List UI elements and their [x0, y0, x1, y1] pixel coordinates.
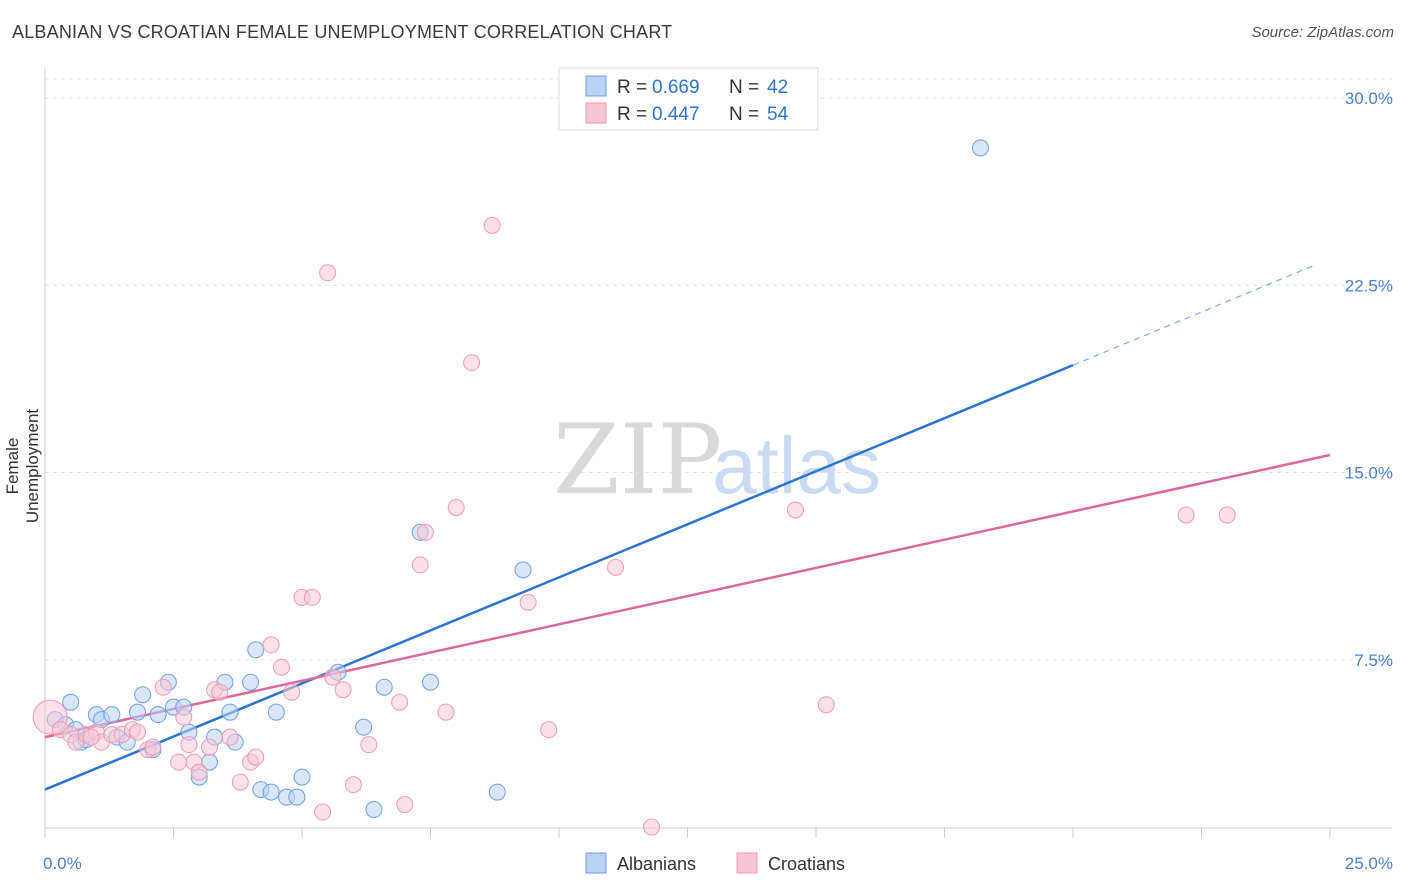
trend-lines: [44, 264, 1331, 791]
legend-r-value-2: 0.447: [652, 104, 700, 125]
point-croatians-49: [817, 696, 835, 714]
legend-swatch-albanians: [585, 75, 607, 97]
point-croatians-51: [1218, 506, 1236, 524]
point-croatians-33: [334, 681, 352, 699]
point-croatians-52: [82, 728, 100, 746]
watermark-zip: ZIP: [553, 404, 722, 516]
point-croatians-37: [396, 796, 414, 814]
y-tick-label-0: 7.5%: [1354, 651, 1393, 670]
point-croatians-26: [272, 658, 290, 676]
point-albanians-25: [242, 673, 260, 691]
point-croatians-46: [607, 558, 625, 576]
point-croatians-39: [416, 523, 434, 541]
series-swatch-albanians: [585, 852, 607, 874]
point-croatians-32: [324, 668, 342, 686]
point-croatians-10: [129, 723, 147, 741]
legend: R = 0.669 N = 42 R = 0.447 N = 54: [558, 67, 819, 131]
point-albanians-11: [129, 703, 147, 721]
legend-n-label-1: N =: [729, 77, 759, 98]
point-albanians-12: [134, 686, 152, 704]
point-croatians-43: [483, 216, 501, 234]
point-croatians-35: [360, 736, 378, 754]
point-croatians-13: [154, 678, 172, 696]
point-croatians-44: [519, 593, 537, 611]
point-croatians-24: [247, 748, 265, 766]
point-albanians-23: [221, 703, 239, 721]
point-croatians-42: [463, 354, 481, 372]
point-albanians-2: [62, 693, 80, 711]
point-croatians-29: [303, 588, 321, 606]
point-croatians-21: [221, 728, 239, 746]
point-croatians-12: [144, 738, 162, 756]
legend-r-label-1: R =: [617, 77, 647, 98]
legend-n-value-1: 42: [767, 77, 788, 98]
point-croatians-31: [319, 264, 337, 282]
legend-swatch-croatians: [585, 102, 607, 124]
point-croatians-30: [314, 803, 332, 821]
y-tick-label-3: 30.0%: [1345, 89, 1393, 108]
point-albanians-31: [288, 788, 306, 806]
series-legend: Albanians Croatians: [585, 852, 845, 874]
point-albanians-34: [355, 718, 373, 736]
trend-extension-albanians: [1072, 264, 1315, 366]
point-albanians-26: [247, 641, 265, 659]
x-tick-label-1: 25.0%: [1345, 854, 1393, 873]
grid-lines: [45, 78, 1392, 661]
point-croatians-27: [283, 683, 301, 701]
series-label-croatians: Croatians: [768, 854, 845, 874]
legend-r-value-1: 0.669: [652, 77, 700, 98]
point-croatians-40: [437, 703, 455, 721]
point-croatians-22: [231, 773, 249, 791]
point-croatians-18: [200, 738, 218, 756]
point-croatians-14: [170, 753, 188, 771]
point-albanians-38: [422, 673, 439, 691]
legend-n-label-2: N =: [729, 104, 759, 125]
point-croatians-53: [180, 736, 198, 754]
data-points: [32, 139, 1236, 836]
point-croatians-50: [1177, 506, 1195, 524]
series-label-albanians: Albanians: [617, 854, 696, 874]
point-albanians-41: [971, 139, 989, 157]
point-albanians-35: [365, 801, 383, 819]
point-croatians-36: [391, 693, 409, 711]
point-albanians-32: [293, 768, 311, 786]
point-albanians-36: [375, 678, 393, 696]
y-tick-label-1: 15.0%: [1345, 464, 1393, 483]
point-croatians-20: [211, 683, 229, 701]
point-croatians-47: [643, 818, 661, 836]
point-albanians-39: [488, 783, 506, 801]
point-croatians-41: [447, 498, 465, 516]
point-albanians-8: [103, 706, 121, 724]
trend-line-croatians: [44, 453, 1331, 739]
point-croatians-45: [540, 721, 558, 739]
point-croatians-38: [411, 556, 429, 574]
point-albanians-40: [514, 561, 532, 579]
chart-title: ALBANIAN VS CROATIAN FEMALE UNEMPLOYMENT…: [12, 22, 673, 42]
legend-n-value-2: 54: [767, 104, 789, 125]
point-albanians-14: [149, 706, 167, 724]
point-croatians-48: [786, 501, 804, 519]
point-croatians-34: [344, 776, 362, 794]
source-label: Source: ZipAtlas.com: [1251, 24, 1394, 41]
x-tick-label-0: 0.0%: [43, 854, 82, 873]
point-croatians-15: [175, 708, 193, 726]
point-albanians-29: [267, 703, 285, 721]
trend-line-albanians: [44, 363, 1074, 791]
y-tick-label-2: 22.5%: [1345, 276, 1393, 295]
watermark: ZIP atlas: [553, 404, 881, 516]
series-swatch-croatians: [736, 852, 758, 874]
point-croatians-17: [190, 763, 208, 781]
legend-r-label-2: R =: [617, 104, 647, 125]
point-croatians-25: [262, 636, 280, 654]
tick-labels: 7.5% 15.0% 22.5% 30.0% 0.0% 25.0%: [43, 89, 1393, 873]
point-albanians-28: [262, 783, 280, 801]
watermark-atlas: atlas: [712, 421, 881, 510]
